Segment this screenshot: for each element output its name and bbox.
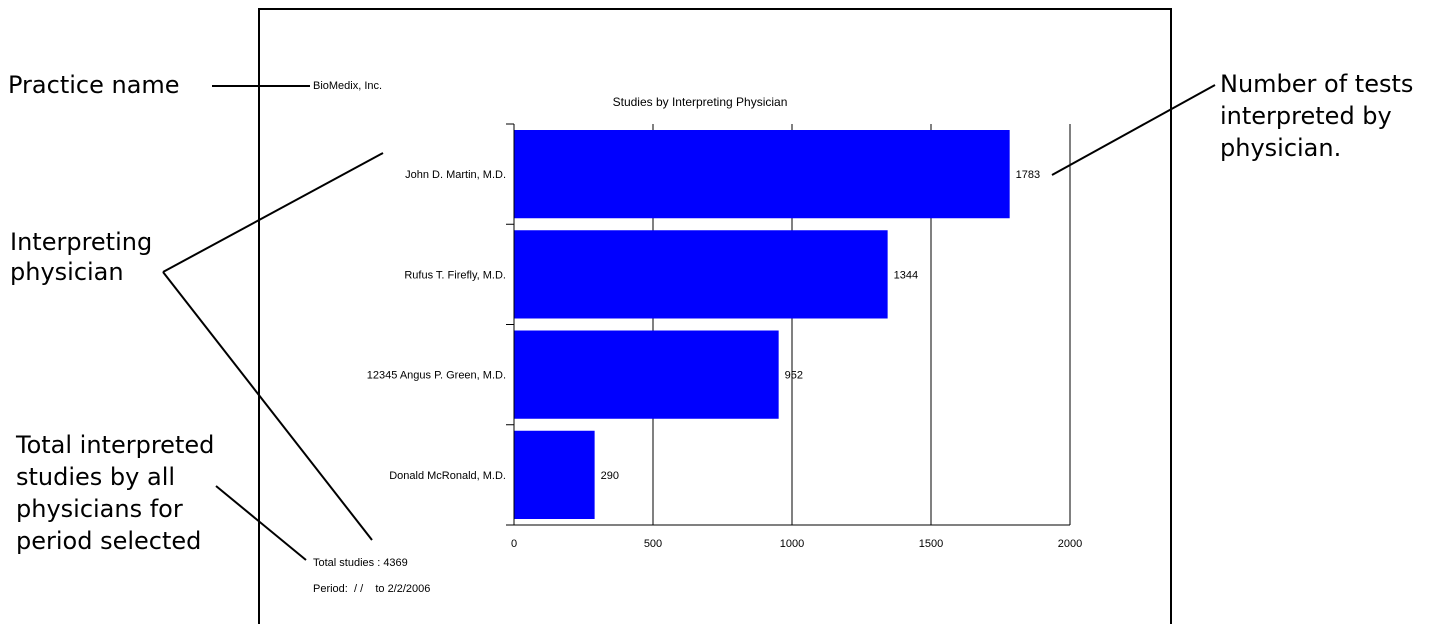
x-tick-label: 1000 (780, 538, 804, 550)
leader-line (162, 152, 384, 273)
annotation-total-interpreted: Total interpreted studies by all physici… (15, 431, 307, 561)
data-label: 1783 (1016, 169, 1040, 181)
annotation-text: Number of tests (1220, 70, 1413, 98)
annotation-text: interpreted by (1220, 102, 1392, 130)
bar (514, 430, 595, 519)
annotation-text: Total interpreted (15, 431, 214, 459)
leader-line (1051, 84, 1216, 176)
category-label: John D. Martin, M.D. (405, 169, 506, 181)
x-tick-label: 500 (644, 538, 662, 550)
bar (514, 230, 888, 319)
category-label: 12345 Angus P. Green, M.D. (367, 370, 506, 382)
x-tick-label: 1500 (919, 538, 943, 550)
practice-name: BioMedix, Inc. (313, 80, 382, 92)
bar (514, 330, 779, 419)
leader-line (215, 485, 307, 561)
data-label: 952 (785, 370, 803, 382)
bar-chart: Studies by Interpreting Physician 0 500 10… (367, 95, 1082, 550)
annotation-text: Interpreting (10, 228, 152, 256)
annotation-text: physician (10, 258, 124, 286)
category-label: Rufus T. Firefly, M.D. (404, 269, 506, 281)
x-tick-label: 0 (511, 538, 517, 550)
data-label: 290 (601, 470, 619, 482)
annotation-text: physicians for (16, 495, 183, 523)
bar (514, 130, 1010, 219)
data-label: 1344 (894, 269, 918, 281)
category-label: Donald McRonald, M.D. (389, 470, 506, 482)
annotation-number-of-tests: Number of tests interpreted by physician… (1051, 70, 1413, 176)
annotation-text: period selected (16, 527, 201, 555)
annotation-practice-name: Practice name (8, 71, 310, 99)
leader-line (162, 271, 373, 541)
annotation-text: studies by all (16, 463, 175, 491)
total-studies: Total studies : 4369 (313, 557, 408, 569)
x-tick-label: 2000 (1058, 538, 1082, 550)
chart-title: Studies by Interpreting Physician (613, 95, 788, 109)
annotation-interpreting-physician: Interpreting physician (10, 152, 384, 541)
annotation-text: physician. (1220, 134, 1341, 162)
annotation-text: Practice name (8, 71, 180, 99)
report-period: Period: / / to 2/2/2006 (313, 583, 430, 595)
